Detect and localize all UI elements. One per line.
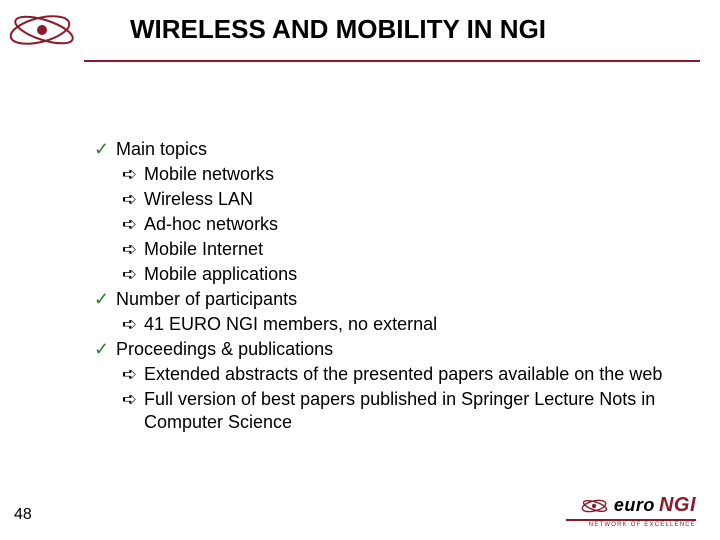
arrow-icon: ➪ [122,238,144,261]
bullet-members-count: ➪ 41 EURO NGI members, no external [122,313,680,336]
header: WIRELESS AND MOBILITY IN NGI [0,0,720,72]
arrow-icon: ➪ [122,363,144,386]
bullet-abstracts: ➪ Extended abstracts of the presented pa… [122,363,680,386]
bullet-mobile-internet: ➪ Mobile Internet [122,238,680,261]
slide-title: WIRELESS AND MOBILITY IN NGI [130,14,546,45]
bullet-mobile-applications: ➪ Mobile applications [122,263,680,286]
eurongi-logo: euroNGI NETWORK OF EXCELLENCE [566,494,696,528]
check-icon: ✓ [94,338,116,361]
bullet-mobile-networks: ➪ Mobile networks [122,163,680,186]
arrow-icon: ➪ [122,213,144,236]
bullet-label: Number of participants [116,288,680,311]
bullet-label: Mobile Internet [144,238,680,261]
check-icon: ✓ [94,138,116,161]
swirl-icon [6,4,84,56]
content: ✓ Main topics ➪ Mobile networks ➪ Wirele… [94,138,680,436]
logo-subtitle: NETWORK OF EXCELLENCE [589,522,696,528]
title-rule [84,60,700,62]
bullet-label: Wireless LAN [144,188,680,211]
bullet-participants: ✓ Number of participants [94,288,680,311]
bullet-label: Extended abstracts of the presented pape… [144,363,680,386]
logo-bottom: euroNGI NETWORK OF EXCELLENCE [566,494,696,528]
arrow-icon: ➪ [122,188,144,211]
logo-euro-text: euro [614,495,655,516]
check-icon: ✓ [94,288,116,311]
bullet-label: 41 EURO NGI members, no external [144,313,680,336]
bullet-label: Main topics [116,138,680,161]
arrow-icon: ➪ [122,163,144,186]
bullet-adhoc-networks: ➪ Ad-hoc networks [122,213,680,236]
bullet-label: Proceedings & publications [116,338,680,361]
arrow-icon: ➪ [122,313,144,336]
logo-rule [566,519,696,521]
bullet-wireless-lan: ➪ Wireless LAN [122,188,680,211]
bullet-label: Mobile networks [144,163,680,186]
arrow-icon: ➪ [122,263,144,286]
slide: WIRELESS AND MOBILITY IN NGI ✓ Main topi… [0,0,720,540]
bullet-main-topics: ✓ Main topics [94,138,680,161]
page-number: 48 [14,506,32,524]
bullet-label: Ad-hoc networks [144,213,680,236]
arrow-icon: ➪ [122,388,144,411]
bullet-label: Mobile applications [144,263,680,286]
logo-top [6,4,84,61]
logo-ngi-text: NGI [659,494,696,517]
bullet-label: Full version of best papers published in… [144,388,680,434]
bullet-springer: ➪ Full version of best papers published … [122,388,680,434]
bullet-proceedings: ✓ Proceedings & publications [94,338,680,361]
swirl-icon [580,495,610,517]
